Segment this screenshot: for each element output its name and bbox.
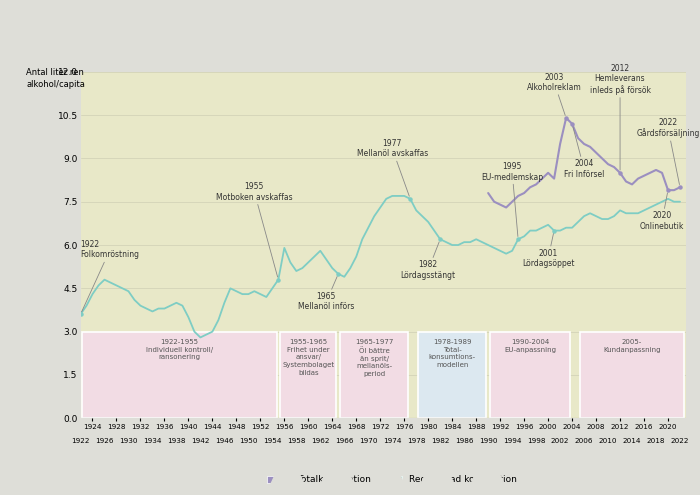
Text: 2005-
Kundanpassning: 2005- Kundanpassning: [603, 339, 661, 352]
Text: 1965-1977
Öl bättre
än sprit/
mellanöls-
period: 1965-1977 Öl bättre än sprit/ mellanöls-…: [355, 339, 393, 377]
Text: Antal liter ren
alkohol/capita: Antal liter ren alkohol/capita: [26, 68, 85, 89]
Text: 1955-1965
Frihet under
ansvar/
Systembolaget
bildas: 1955-1965 Frihet under ansvar/ Systembol…: [282, 339, 335, 376]
Text: 1965
Mellanöl införs: 1965 Mellanöl införs: [298, 276, 354, 311]
Text: 2001
Lördagsöppet: 2001 Lördagsöppet: [522, 233, 575, 268]
Bar: [418, 332, 486, 418]
Bar: [83, 332, 276, 418]
Bar: [580, 332, 684, 418]
Text: 2004
Fri Införsel: 2004 Fri Införsel: [564, 126, 604, 179]
Bar: [490, 332, 570, 418]
Text: 1990-2004
EU-anpassning: 1990-2004 EU-anpassning: [504, 339, 556, 352]
Text: 1982
Lördagsstängt: 1982 Lördagsstängt: [400, 242, 456, 280]
Text: 2003
Alkoholreklam: 2003 Alkoholreklam: [526, 73, 582, 115]
Bar: [340, 332, 408, 418]
Text: 1955
Motboken avskaffas: 1955 Motboken avskaffas: [216, 182, 293, 277]
Bar: [280, 332, 337, 418]
Text: 1922-1955
Individuell kontroll/
ransonering: 1922-1955 Individuell kontroll/ ransoner…: [146, 339, 213, 360]
Text: 1977
Mellanöl avskaffas: 1977 Mellanöl avskaffas: [356, 139, 428, 196]
Text: 1922
Folkomröstning: 1922 Folkomröstning: [80, 240, 139, 312]
Text: 1978-1989
Total-
konsumtions-
modellen: 1978-1989 Total- konsumtions- modellen: [428, 339, 476, 368]
Text: 1995
EU-medlemskap: 1995 EU-medlemskap: [481, 162, 543, 237]
Text: 2022
Gårdsförsäljning: 2022 Gårdsförsäljning: [636, 118, 700, 185]
Legend: Totalkonsumtion, Registrerad konsumtion: Totalkonsumtion, Registrerad konsumtion: [263, 472, 521, 488]
Text: 2020
Onlinebutik: 2020 Onlinebutik: [640, 193, 684, 231]
Text: 2012
Hemleverans
inleds på försök: 2012 Hemleverans inleds på försök: [589, 64, 650, 170]
